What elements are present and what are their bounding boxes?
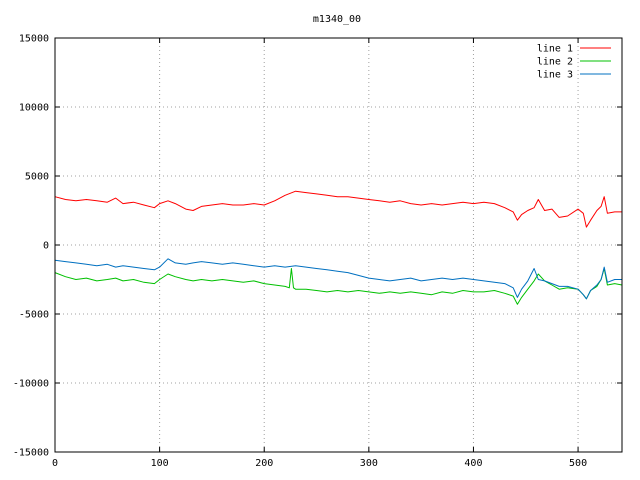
x-tick-label: 100 — [151, 458, 169, 469]
x-tick-label: 500 — [569, 458, 587, 469]
series-line-1 — [54, 190, 622, 228]
y-tick-label: -5000 — [19, 310, 49, 321]
x-tick-label: 0 — [52, 458, 58, 469]
y-tick-label: 0 — [43, 241, 49, 252]
x-tick-label: 300 — [360, 458, 378, 469]
plot-frame — [54, 37, 623, 453]
y-tick-label: -15000 — [13, 448, 49, 459]
chart-title: m1340_00 — [313, 14, 361, 25]
y-tick-label: 5000 — [25, 172, 49, 183]
y-tick-label: 15000 — [19, 34, 49, 45]
series-layer — [54, 190, 623, 305]
ticks: 0 100 200 300 400 500 -15000 -10000 -5000 0 5000 10… — [13, 34, 622, 469]
legend-label: line 1 — [537, 44, 573, 55]
series-line-2 — [54, 268, 623, 305]
x-tick-label: 400 — [464, 458, 482, 469]
series-line-3 — [54, 258, 622, 300]
legend-label: line 2 — [537, 57, 573, 68]
legend-label: line 3 — [537, 70, 573, 81]
grid — [55, 38, 622, 452]
y-tick-label: -10000 — [13, 379, 49, 390]
legend: line 1 line 2 line 3 — [537, 44, 611, 81]
y-tick-label: 10000 — [19, 103, 49, 114]
x-tick-label: 200 — [255, 458, 273, 469]
